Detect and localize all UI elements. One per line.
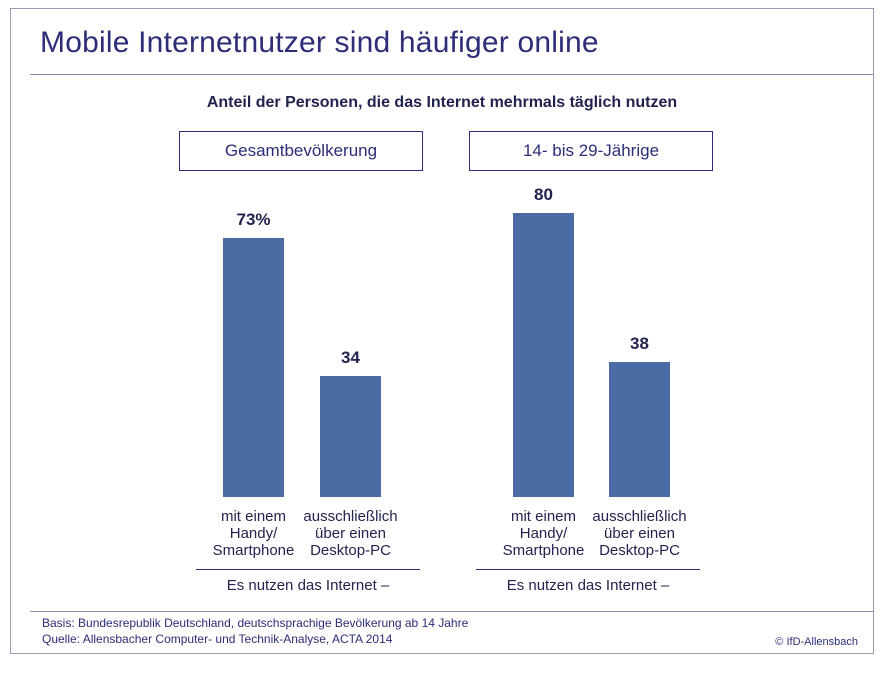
category-label: mit einem Handy/Smartphone xyxy=(189,508,319,559)
category-label-line: Desktop-PC xyxy=(599,542,680,559)
category-label: ausschließlich über einen Desktop-PC xyxy=(286,508,416,559)
bar-1-2 xyxy=(320,376,381,497)
group-footer-jung: Es nutzen das Internet – xyxy=(506,577,670,594)
group-label-jung: 14- bis 29-Jährige xyxy=(469,131,713,171)
copyright: © IfD-Allensbach xyxy=(775,636,858,648)
bar-value-label: 73% xyxy=(236,210,271,229)
bar-1-1 xyxy=(223,238,284,497)
bar-value-label: 38 xyxy=(630,334,649,353)
category-label-line: Desktop-PC xyxy=(310,542,391,559)
category-label-line: ausschließlich xyxy=(592,508,687,525)
chart-title: Mobile Internetnutzer sind häufiger onli… xyxy=(40,26,599,59)
group-divider-gesamt xyxy=(196,569,420,570)
chart-subtitle: Anteil der Personen, die das Internet me… xyxy=(206,94,678,111)
category-label-line: über einen xyxy=(604,525,675,542)
category-label-line: mit einem xyxy=(220,508,287,525)
category-label-line: Smartphone xyxy=(212,542,295,559)
category-label-line: Handy/ xyxy=(229,525,278,542)
bar-2-1 xyxy=(513,213,574,497)
category-label-line: Smartphone xyxy=(502,542,585,559)
source-note: Quelle: Allensbacher Computer- und Techn… xyxy=(42,632,393,646)
bar-2-2 xyxy=(609,362,670,497)
category-label-line: Handy/ xyxy=(519,525,568,542)
category-label: ausschließlich über einen Desktop-PC xyxy=(575,508,705,559)
footer-divider xyxy=(30,611,873,612)
group-footer-gesamt: Es nutzen das Internet – xyxy=(226,577,390,594)
category-label: mit einem Handy/Smartphone xyxy=(479,508,609,559)
category-label-line: über einen xyxy=(315,525,386,542)
basis-note: Basis: Bundesrepublik Deutschland, deuts… xyxy=(42,616,469,630)
title-divider xyxy=(30,74,873,75)
chart-frame xyxy=(10,8,874,654)
category-label-line: mit einem xyxy=(510,508,577,525)
group-divider-jung xyxy=(476,569,700,570)
category-label-line: ausschließlich xyxy=(303,508,398,525)
group-label-gesamt: Gesamtbevölkerung xyxy=(179,131,423,171)
bar-value-label: 34 xyxy=(341,348,360,367)
bar-value-label: 80 xyxy=(534,185,553,204)
